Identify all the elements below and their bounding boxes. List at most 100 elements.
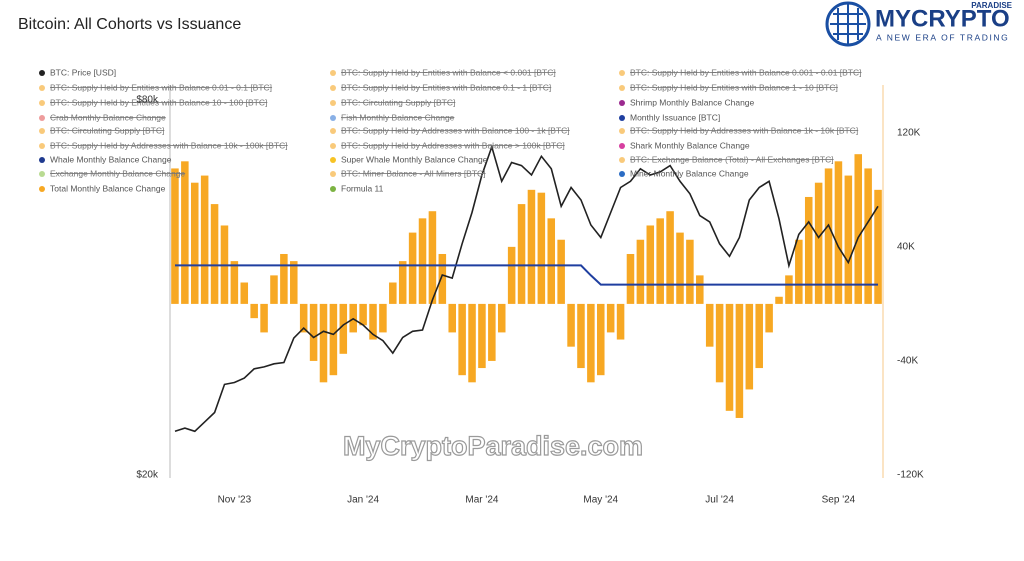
legend-label: BTC: Supply Held by Addresses with Balan…	[341, 140, 565, 150]
bar	[844, 175, 853, 304]
bar	[804, 196, 813, 304]
bar	[230, 261, 239, 304]
bar	[359, 303, 367, 326]
bar	[319, 303, 328, 383]
legend-label: BTC: Circulating Supply [BTC]	[50, 125, 164, 135]
legend-marker	[619, 171, 625, 177]
bar	[250, 303, 258, 319]
legend-label: BTC: Supply Held by Entities with Balanc…	[630, 82, 838, 92]
bar	[547, 218, 556, 304]
legend-marker	[330, 128, 336, 134]
legend-label: BTC: Supply Held by Addresses with Balan…	[630, 125, 858, 135]
bar	[775, 296, 783, 304]
bar	[527, 189, 536, 304]
bar	[785, 275, 793, 304]
line	[174, 144, 879, 433]
bar	[676, 232, 684, 304]
legend-marker	[330, 171, 336, 177]
legend-marker	[330, 100, 336, 106]
y-tick-label: $80k	[136, 95, 159, 106]
bar	[735, 303, 744, 418]
bar	[705, 303, 714, 347]
legend-marker	[330, 115, 336, 121]
legend-marker	[39, 171, 45, 177]
y2-tick-label: 40K	[897, 242, 915, 253]
bar	[497, 303, 506, 333]
bar	[468, 303, 476, 383]
bar	[854, 154, 863, 304]
y2-tick-label: -40K	[897, 356, 918, 367]
bar	[190, 182, 199, 304]
x-tick-label: Sep '24	[822, 495, 856, 506]
bar	[280, 253, 288, 304]
chart-title: Bitcoin: All Cohorts vs Issuance	[18, 16, 241, 33]
legend-marker	[619, 70, 625, 76]
bar	[408, 232, 417, 304]
bar	[290, 261, 298, 304]
legend-label: BTC: Miner Balance - All Miners [BTC]	[341, 168, 486, 178]
bar	[428, 211, 437, 304]
y2-tick-label: -120K	[897, 470, 924, 481]
bar	[200, 175, 209, 304]
bar	[666, 211, 674, 304]
legend-marker	[619, 100, 625, 106]
bar	[567, 303, 575, 347]
bar	[507, 246, 516, 304]
legend: BTC: Price [USD] BTC: Supply Held by Enti…	[39, 67, 862, 193]
bar	[537, 192, 546, 304]
legend-label: Shark Monthly Balance Change	[630, 140, 750, 150]
legend-marker	[330, 157, 336, 163]
bar	[725, 303, 734, 411]
bar	[656, 218, 664, 304]
legend-marker	[39, 85, 45, 91]
legend-marker	[39, 186, 45, 192]
y2-tick-label: 120K	[897, 127, 921, 138]
bar	[488, 303, 496, 361]
bar	[646, 225, 655, 304]
legend-label: Fish Monthly Balance Change	[341, 112, 455, 122]
legend-marker	[619, 157, 625, 163]
x-tick-label: May '24	[583, 495, 618, 506]
legend-marker	[330, 143, 336, 149]
legend-label: BTC: Exchange Balance (Total) - All Exch…	[630, 154, 834, 164]
bar	[755, 303, 763, 369]
legend-label: Formula 11	[341, 183, 384, 193]
bar	[260, 303, 268, 333]
legend-marker	[39, 100, 45, 106]
bar	[834, 161, 843, 304]
bar	[795, 239, 803, 304]
bar	[478, 303, 486, 369]
legend-label: BTC: Supply Held by Entities with Balanc…	[341, 67, 556, 77]
bar	[270, 275, 278, 304]
legend-label: BTC: Supply Held by Entities with Balanc…	[630, 67, 862, 77]
legend-marker	[619, 85, 625, 91]
legend-marker	[39, 115, 45, 121]
plot	[171, 144, 882, 433]
legend-label: Monthly Issuance [BTC]	[630, 112, 720, 122]
bar	[379, 303, 387, 333]
watermark: MyCryptoParadise.com	[343, 431, 643, 461]
legend-marker	[39, 157, 45, 163]
bar	[309, 303, 318, 361]
y-tick-label: $20k	[136, 470, 159, 481]
legend-label: Miner Monthly Balance Change	[630, 168, 749, 178]
legend-label: Crab Monthly Balance Change	[50, 112, 166, 122]
bar	[874, 189, 882, 304]
legend-marker	[619, 128, 625, 134]
legend-marker	[619, 115, 625, 121]
bar	[587, 303, 595, 383]
bar	[765, 303, 773, 333]
bar	[814, 182, 823, 304]
bar	[616, 303, 625, 340]
bar	[339, 303, 348, 354]
bar	[171, 168, 179, 304]
legend-marker	[330, 85, 336, 91]
bar	[329, 303, 338, 376]
bar	[458, 303, 466, 376]
bar	[696, 275, 704, 304]
line	[175, 264, 878, 286]
legend-marker	[39, 128, 45, 134]
bar	[448, 303, 456, 333]
legend-marker	[39, 70, 45, 76]
